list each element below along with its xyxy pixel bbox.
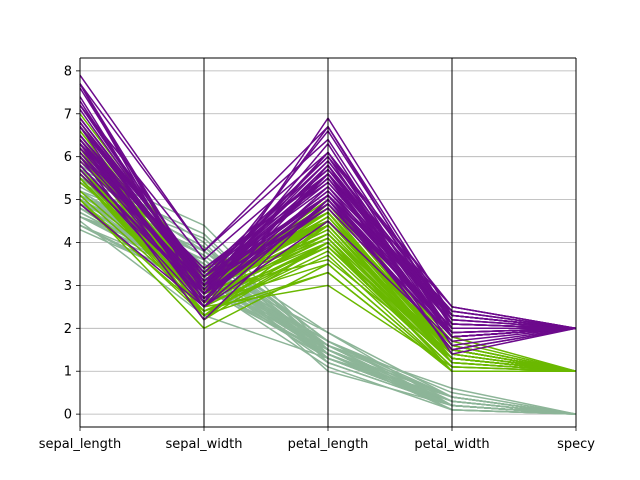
y-tick-label-3: 3 <box>64 279 72 294</box>
x-axis-labels: sepal_length sepal_width petal_length petal… <box>39 427 595 452</box>
y-tick-label-7: 7 <box>64 107 72 122</box>
y-tick-label-1: 1 <box>64 365 72 380</box>
y-tick-label-5: 5 <box>64 193 72 208</box>
y-tick-label-6: 6 <box>64 150 72 165</box>
y-tick-label-8: 8 <box>64 64 72 79</box>
x-tick-label-sepal_width: sepal_width <box>166 437 243 452</box>
y-ticks: 0 1 2 3 4 5 6 7 8 <box>64 64 80 423</box>
y-tick-label-2: 2 <box>64 322 72 337</box>
y-tick-label-0: 0 <box>64 408 72 423</box>
x-tick-label-petal_width: petal_width <box>414 437 489 452</box>
y-tick-label-4: 4 <box>64 236 72 251</box>
x-tick-label-sepal_length: sepal_length <box>39 437 122 452</box>
x-tick-label-petal_length: petal_length <box>288 437 369 452</box>
x-tick-label-specy: specy <box>557 437 595 452</box>
